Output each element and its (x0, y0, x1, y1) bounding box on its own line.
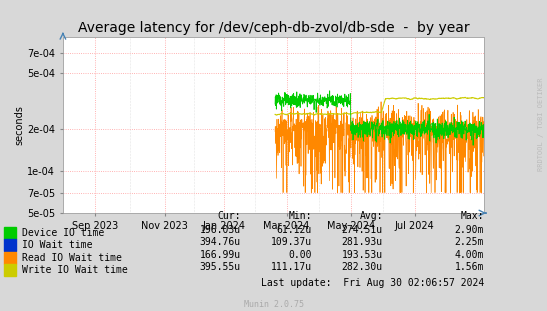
Text: Munin 2.0.75: Munin 2.0.75 (243, 300, 304, 309)
Text: IO Wait time: IO Wait time (22, 240, 92, 250)
Text: Read IO Wait time: Read IO Wait time (22, 253, 122, 262)
Text: 274.51u: 274.51u (342, 225, 383, 234)
Text: Last update:  Fri Aug 30 02:06:57 2024: Last update: Fri Aug 30 02:06:57 2024 (261, 278, 484, 288)
Text: 196.03u: 196.03u (200, 225, 241, 234)
Text: Max:: Max: (461, 211, 484, 221)
Text: 111.17u: 111.17u (271, 262, 312, 272)
Title: Average latency for /dev/ceph-db-zvol/db-sde  -  by year: Average latency for /dev/ceph-db-zvol/db… (78, 21, 469, 35)
Y-axis label: seconds: seconds (14, 105, 25, 145)
Text: 4.00m: 4.00m (455, 249, 484, 259)
Text: 2.90m: 2.90m (455, 225, 484, 234)
Text: 109.37u: 109.37u (271, 237, 312, 247)
Text: 166.99u: 166.99u (200, 249, 241, 259)
Text: Device IO time: Device IO time (22, 228, 104, 238)
Text: 2.25m: 2.25m (455, 237, 484, 247)
Text: 0.00: 0.00 (288, 249, 312, 259)
Text: 395.55u: 395.55u (200, 262, 241, 272)
Text: RRDTOOL / TOBI OETIKER: RRDTOOL / TOBI OETIKER (538, 78, 544, 171)
Text: Write IO Wait time: Write IO Wait time (22, 265, 127, 275)
Text: 394.76u: 394.76u (200, 237, 241, 247)
Text: 193.53u: 193.53u (342, 249, 383, 259)
Text: 1.56m: 1.56m (455, 262, 484, 272)
Text: Min:: Min: (288, 211, 312, 221)
Text: 61.12u: 61.12u (277, 225, 312, 234)
Text: Cur:: Cur: (217, 211, 241, 221)
Text: Avg:: Avg: (359, 211, 383, 221)
Text: 282.30u: 282.30u (342, 262, 383, 272)
Text: 281.93u: 281.93u (342, 237, 383, 247)
